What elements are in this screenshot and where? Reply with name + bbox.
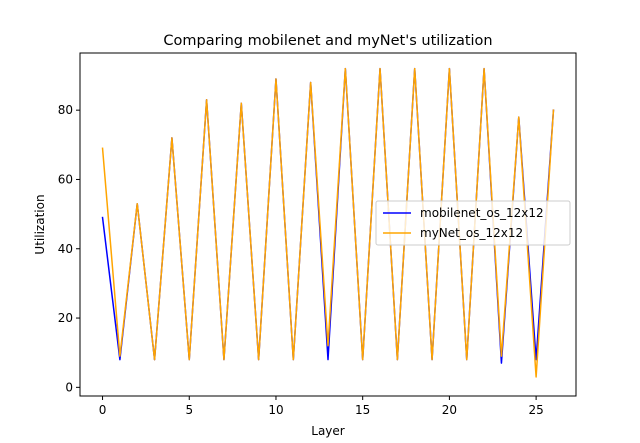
legend-box [375,200,571,246]
y-axis-ticks: 0 20 40 60 80 [58,103,80,394]
y-tick-label: 0 [65,380,73,394]
y-tick-label: 20 [58,311,73,325]
legend-label-2: myNet_os_12x12 [420,226,523,240]
chart-title: Comparing mobilenet and myNet's utilizat… [163,33,492,49]
series-line-2 [101,67,555,378]
series-layer [101,67,555,378]
plot-frame [79,52,577,397]
x-tick-label: 10 [268,403,283,417]
x-tick-label: 25 [528,403,543,417]
x-tick-label: 0 [99,403,107,417]
x-tick-label: 15 [355,403,370,417]
legend-label-1: mobilenet_os_12x12 [420,206,544,220]
y-tick-label: 80 [58,103,73,117]
legend: mobilenet_os_12x12 myNet_os_12x12 [375,200,571,246]
x-axis-label: Layer [311,424,345,438]
y-tick-label: 40 [58,242,73,256]
x-tick-label: 5 [185,403,193,417]
y-axis-label: Utilization [33,194,47,254]
x-tick-label: 20 [442,403,457,417]
y-tick-label: 60 [58,172,73,186]
x-axis-ticks: 0 5 10 15 20 25 [99,396,544,417]
